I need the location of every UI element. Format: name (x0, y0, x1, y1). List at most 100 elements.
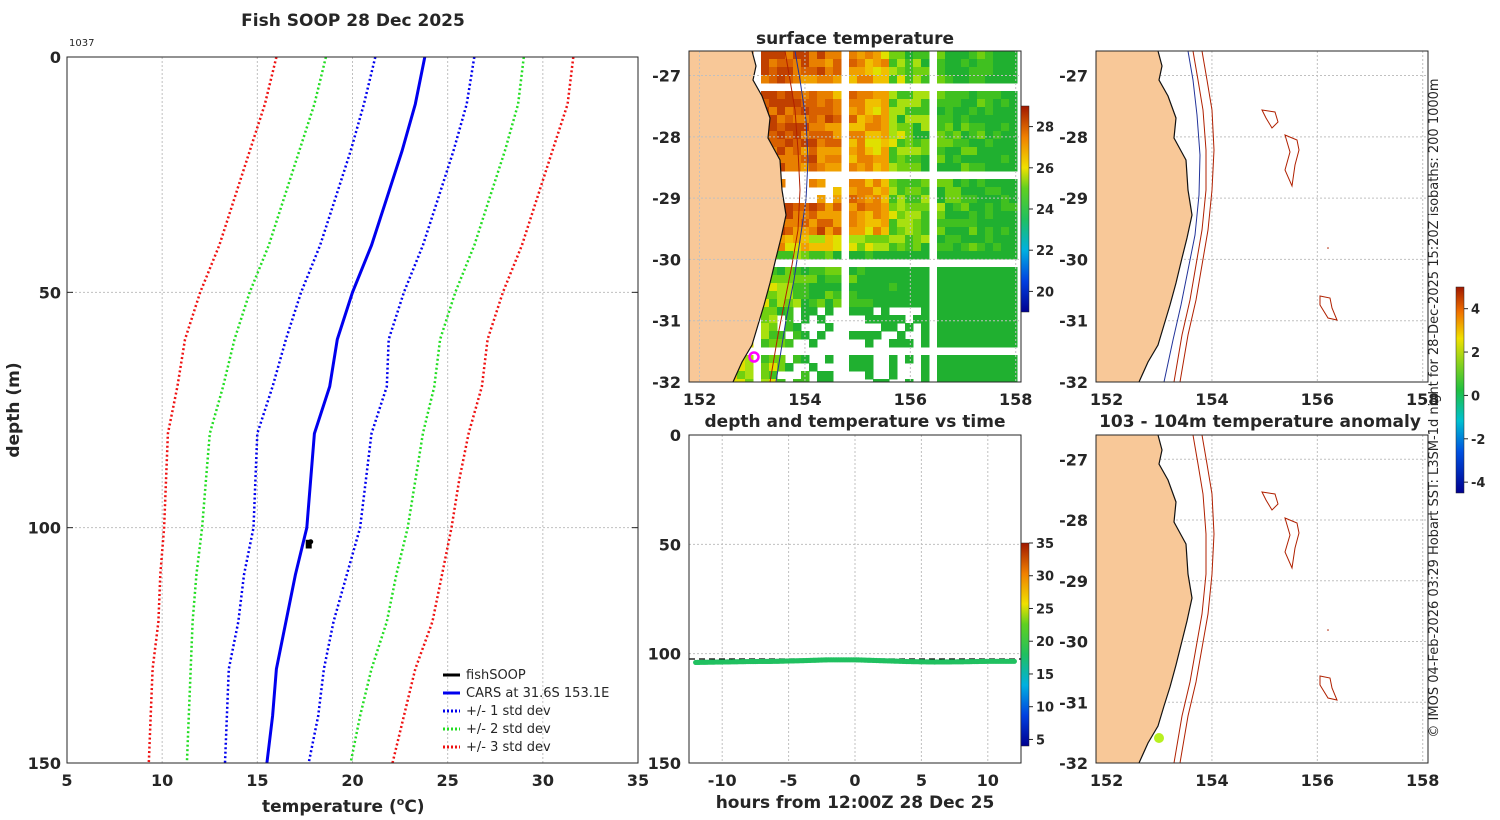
sst-cell (889, 275, 898, 284)
sst-cell (793, 163, 802, 172)
sst-cell (849, 139, 858, 148)
sst-cell (793, 91, 802, 100)
sst-cell (945, 139, 954, 148)
sst-cell (905, 211, 914, 220)
sst-colorbar-tick-label: 28 (1036, 121, 1054, 136)
sst-cell (873, 163, 882, 172)
sst-cell (897, 139, 906, 148)
sst-cell (961, 123, 970, 132)
sst-colorbar-tick-label: 24 (1036, 203, 1054, 218)
sst-cell (809, 227, 818, 236)
sst-cell (1009, 379, 1018, 382)
sst-cell (897, 211, 906, 220)
sst-cell (1001, 99, 1010, 108)
sst-cell (833, 251, 842, 260)
sst-cell (889, 99, 898, 108)
sst-cell (785, 283, 794, 292)
sst-cell (897, 195, 906, 204)
profile-xtick-label: 5 (61, 771, 72, 790)
sst-cell (785, 67, 794, 76)
sst-cell (873, 275, 882, 284)
timeseries-title: depth and temperature vs time (705, 412, 1006, 432)
sst-cell (921, 371, 930, 380)
sst-cell (737, 363, 746, 372)
sst-cell (977, 155, 986, 164)
sst-cell (873, 115, 882, 124)
sst-cell (993, 339, 1002, 348)
sst-cell (1009, 179, 1018, 188)
sst-cell (833, 147, 842, 156)
profile-xtick-label: 25 (437, 771, 459, 790)
sst-cell (913, 235, 922, 244)
sst-cell (969, 91, 978, 100)
sst-cell (809, 243, 818, 252)
sst-cell (825, 59, 834, 68)
sst-cell (865, 363, 874, 372)
sst-cell (953, 147, 962, 156)
sst-cell (777, 99, 786, 108)
sst-cell (961, 363, 970, 372)
sst-cell (953, 99, 962, 108)
sst-cell (849, 291, 858, 300)
sst-cell (913, 275, 922, 284)
sst-cell (865, 291, 874, 300)
sst-cell (857, 187, 866, 196)
sst-cell (897, 267, 906, 276)
sst-cell (937, 323, 946, 332)
sst-cell (825, 67, 834, 76)
sst-cell (953, 115, 962, 124)
sst-cell (849, 211, 858, 220)
sst-cell (961, 163, 970, 172)
sst-cell (1009, 203, 1018, 212)
sst-cell (785, 59, 794, 68)
timeseries-xtick-label: 0 (849, 771, 860, 790)
copyright-note: © IMOS 04-Feb-2026 03:29 Hobart SST: L3S… (1427, 78, 1442, 737)
sst-cell (953, 155, 962, 164)
sst-cell (921, 379, 930, 382)
sst-cell (969, 267, 978, 276)
sst-cell (953, 107, 962, 116)
sst-cell (921, 315, 930, 324)
sst-cell (793, 323, 802, 332)
isobath-map-ytick-label: -28 (1059, 128, 1088, 147)
sst-cell (921, 339, 930, 348)
sst-cell (913, 107, 922, 116)
sst-cell (881, 283, 890, 292)
sst-cell (769, 99, 778, 108)
sst-cell (881, 163, 890, 172)
sst-cell (889, 315, 898, 324)
sst-cell (913, 139, 922, 148)
sst-cell (985, 91, 994, 100)
sst-cell (785, 131, 794, 140)
sst-cell (889, 339, 898, 348)
sst-cell (993, 211, 1002, 220)
sst-cell (857, 91, 866, 100)
sst-cell (945, 331, 954, 340)
profile-xtick-label: 10 (151, 771, 173, 790)
sst-colorbar-ticks: 20 22 24 26 28 (1029, 121, 1054, 300)
sst-cell (897, 179, 906, 188)
sst-cell (993, 163, 1002, 172)
sst-cell (985, 235, 994, 244)
sst-cell (945, 59, 954, 68)
sst-cell (865, 267, 874, 276)
sst-cell (953, 283, 962, 292)
sst-cell (817, 315, 826, 324)
sst-cell (777, 299, 786, 308)
sst-cell (913, 99, 922, 108)
sst-cell (905, 235, 914, 244)
sst-cell (1009, 139, 1018, 148)
sst-cell (769, 115, 778, 124)
sst-cell (1009, 91, 1018, 100)
sst-cell (945, 307, 954, 316)
sst-cell (881, 315, 890, 324)
sst-cell (1009, 67, 1018, 76)
sst-cell (977, 243, 986, 252)
sst-cell (889, 131, 898, 140)
sst-cell (921, 211, 930, 220)
sst-cell (889, 107, 898, 116)
sst-cell (777, 75, 786, 84)
sst-cell (945, 283, 954, 292)
anomaly-map-land (1096, 435, 1192, 763)
